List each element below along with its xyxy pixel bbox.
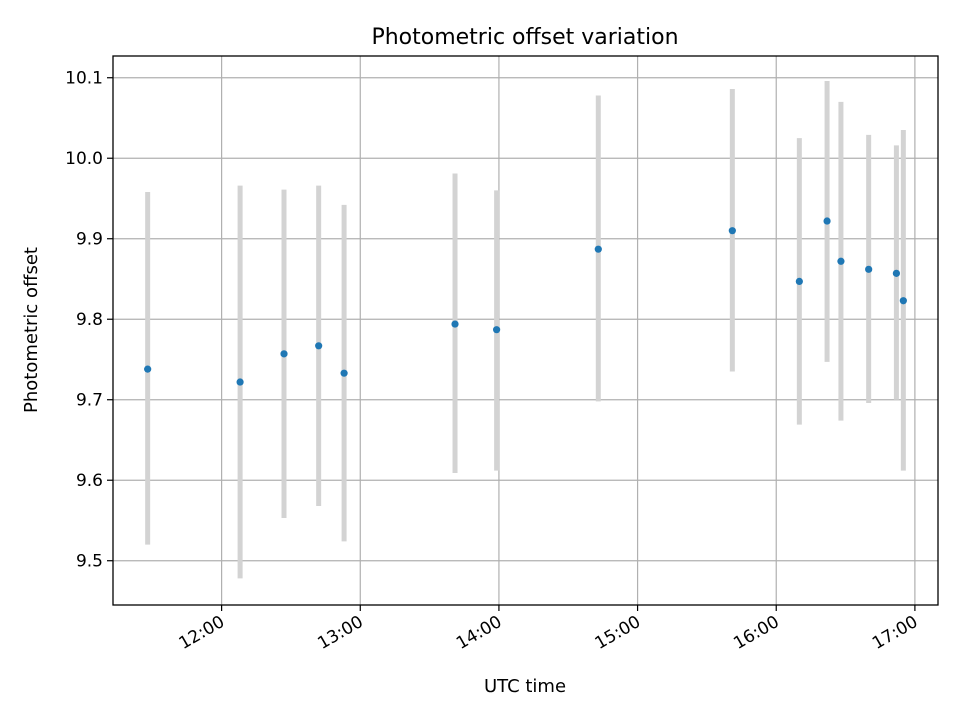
data-point [823, 217, 831, 225]
data-point [236, 378, 244, 386]
grid [113, 56, 938, 605]
chart-title: Photometric offset variation [371, 25, 678, 50]
data-point [280, 350, 288, 358]
data-point [451, 320, 459, 328]
plot-frame [112, 55, 939, 606]
data-point [144, 365, 152, 373]
error-bars [145, 80, 906, 579]
x-tick-label: 17:00 [869, 612, 921, 654]
y-tick-label: 9.6 [76, 471, 103, 491]
y-tick-label: 10.1 [65, 69, 103, 89]
y-axis-ticks: 9.5 9.6 9.7 9.8 9.9 10.0 10.1 [65, 69, 113, 572]
x-tick-label: 13:00 [314, 612, 366, 654]
y-tick-label: 9.9 [76, 230, 103, 250]
data-points [144, 217, 907, 386]
data-point [493, 326, 501, 334]
data-point [340, 369, 348, 377]
data-point [837, 257, 845, 265]
data-point [865, 265, 873, 273]
data-point [315, 342, 323, 350]
y-tick-label: 9.7 [76, 391, 103, 411]
x-tick-label: 16:00 [730, 612, 782, 654]
x-tick-label: 14:00 [453, 612, 505, 654]
data-point [728, 227, 736, 235]
y-axis-label: Photometric offset [21, 247, 42, 413]
data-point [892, 269, 901, 277]
x-tick-label: 12:00 [176, 612, 228, 654]
y-tick-label: 9.5 [76, 552, 103, 572]
x-axis-ticks: 12:00 13:00 14:00 15:00 16:00 17:00 [176, 605, 921, 654]
y-tick-label: 9.8 [76, 310, 103, 330]
y-tick-label: 10.0 [65, 149, 103, 169]
x-axis-label: UTC time [484, 676, 566, 697]
data-point [594, 245, 602, 253]
data-point [795, 277, 803, 285]
x-tick-label: 15:00 [592, 612, 644, 654]
data-point [899, 297, 907, 305]
